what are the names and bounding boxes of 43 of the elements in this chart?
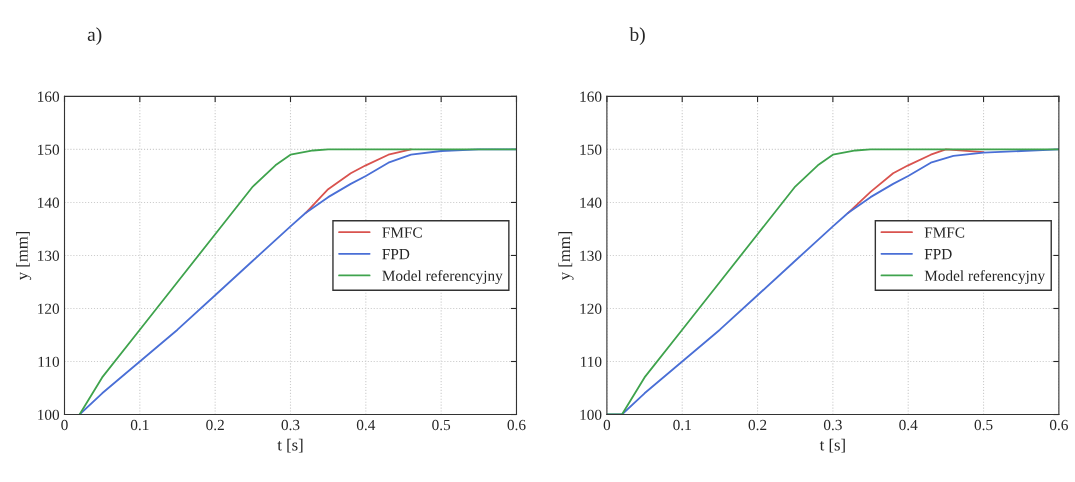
x-tick-label: 0.3 [823,419,842,431]
y-axis-title: y [mm] [16,231,32,281]
line-series [304,148,412,214]
y-tick-label: 130 [38,250,60,261]
x-tick-label: 0.3 [281,419,300,431]
x-tick-label: 0.6 [507,419,526,431]
line-series [847,148,985,214]
y-tick-label: 130 [580,250,602,261]
y-axis-title: y [mm] [558,231,574,281]
x-tick-label: 0 [61,419,68,431]
y-tick-label: 100 [580,409,602,420]
legend-label: Model referencyjny [924,270,1046,285]
y-tick-label: 110 [581,356,602,367]
y-tick-label: 120 [38,303,60,314]
x-axis-title: t [s] [277,438,303,453]
y-tick-label: 120 [580,303,602,314]
x-tick-label: 0.2 [206,419,224,431]
x-tick-label: 0 [603,419,611,431]
x-tick-label: 0.5 [432,419,451,431]
y-tick-label: 150 [38,144,60,155]
x-axis-title: t [s] [819,438,845,453]
y-tick-label: 150 [580,144,602,155]
legend-label: FMFC [924,227,965,238]
x-tick-label: 0.4 [356,419,376,431]
legend-label: FPD [382,249,410,260]
y-tick-label: 160 [38,91,60,102]
x-tick-label: 0.2 [748,419,767,431]
chart-title: b) [629,27,645,45]
y-tick-label: 100 [38,409,60,420]
x-tick-label: 0.6 [1049,419,1068,431]
y-tick-label: 140 [38,197,60,208]
legend-label: FMFC [382,227,422,238]
x-tick-label: 0.5 [974,419,993,431]
x-tick-label: 0.1 [130,419,149,431]
y-tick-label: 110 [38,356,60,367]
y-tick-label: 160 [580,91,602,102]
x-tick-label: 0.4 [899,419,918,431]
x-tick-label: 0.1 [673,419,691,431]
legend-label: FPD [924,249,952,260]
legend-label: Model referencyjny [382,270,503,285]
chart-title: a) [87,27,102,45]
y-tick-label: 140 [580,197,602,208]
line-series [78,148,517,415]
